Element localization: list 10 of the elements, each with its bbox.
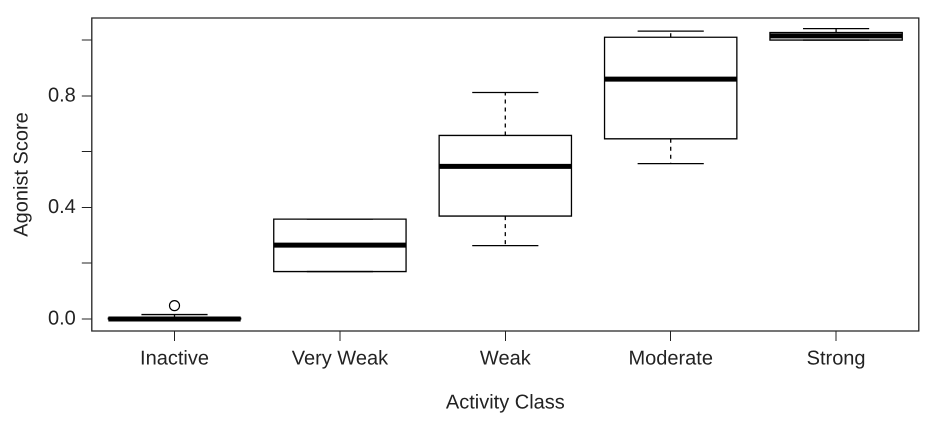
x-axis-title: Activity Class: [446, 392, 565, 414]
y-tick-label: 0.4: [48, 196, 76, 218]
x-tick-label: Inactive: [140, 348, 209, 370]
y-axis-title: Agonist Score: [10, 112, 33, 237]
x-tick-label: Weak: [480, 348, 532, 370]
x-tick-label: Strong: [806, 348, 866, 370]
y-tick-label: 0.8: [48, 84, 76, 106]
y-tick-label: 0.0: [48, 308, 76, 330]
x-tick-label: Very Weak: [292, 348, 390, 370]
x-tick-label: Moderate: [628, 348, 713, 370]
